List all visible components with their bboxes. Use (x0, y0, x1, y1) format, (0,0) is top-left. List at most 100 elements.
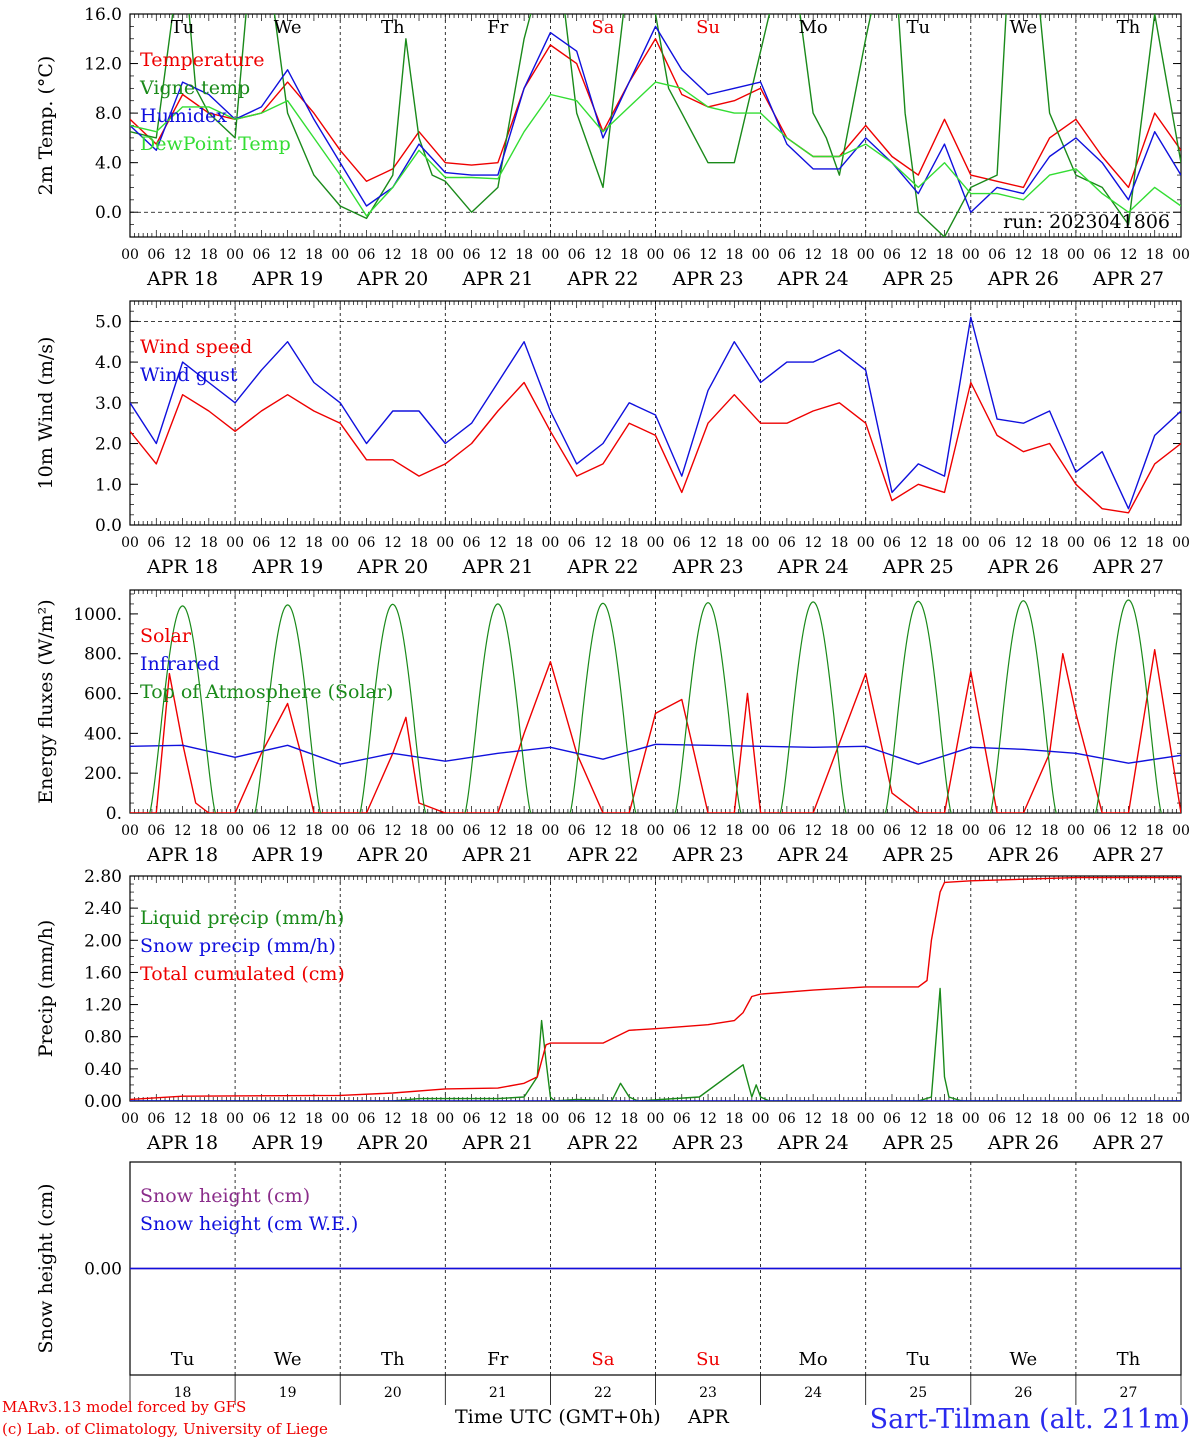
weekday-label: We (274, 17, 302, 38)
date-label: APR 25 (882, 268, 954, 290)
date-label: APR 24 (777, 556, 849, 578)
hour-tick-label: 00 (962, 247, 980, 263)
date-label: APR 20 (356, 1132, 428, 1154)
hour-tick-label: 18 (305, 247, 323, 263)
panel-frame (129, 300, 1182, 526)
y-tick-label: 1.20 (84, 996, 122, 1016)
hour-tick-label: 18 (725, 247, 743, 263)
hour-tick-label: 06 (778, 247, 796, 263)
date-label: APR 26 (987, 268, 1059, 290)
hour-tick-label: 06 (463, 1111, 481, 1127)
hour-tick-label: 00 (962, 535, 980, 551)
y-tick-label: 0.0 (95, 203, 122, 223)
hour-tick-label: 06 (358, 247, 376, 263)
hour-tick-label: 00 (226, 823, 244, 839)
series-line-dewpoint-temp (130, 81, 1181, 217)
weekday-label: We (274, 1349, 302, 1370)
y-tick-label: 1.0 (95, 475, 122, 495)
hour-tick-label: 00 (1172, 535, 1190, 551)
hour-tick-label: 12 (1014, 823, 1032, 839)
hour-tick-label: 00 (121, 247, 139, 263)
weekday-label: Mo (799, 1349, 828, 1370)
hour-tick-label: 06 (883, 247, 901, 263)
hour-tick-label: 00 (857, 823, 875, 839)
hour-tick-label: 00 (541, 535, 559, 551)
hour-tick-label: 00 (121, 823, 139, 839)
hour-tick-label: 12 (1120, 1111, 1138, 1127)
legend-entry: Vigne temp (139, 77, 250, 99)
hour-tick-label: 12 (804, 247, 822, 263)
y-tick-label: 5.0 (95, 312, 122, 332)
y-tick-label: 200. (84, 764, 122, 784)
hour-tick-label: 06 (1093, 823, 1111, 839)
weekday-label: Sa (591, 17, 614, 38)
weekday-label: Mo (799, 17, 828, 38)
hour-tick-label: 00 (436, 823, 454, 839)
hour-tick-label: 18 (200, 1111, 218, 1127)
hour-tick-label: 00 (331, 823, 349, 839)
hour-tick-label: 18 (936, 823, 954, 839)
y-tick-label: 16.0 (84, 5, 122, 25)
hour-tick-label: 06 (673, 823, 691, 839)
hour-tick-label: 12 (489, 247, 507, 263)
hour-tick-label: 06 (358, 823, 376, 839)
hour-tick-label: 12 (1120, 823, 1138, 839)
hour-tick-label: 12 (489, 823, 507, 839)
hour-tick-label: 00 (1067, 247, 1085, 263)
series-line-toa-solar (254, 604, 322, 813)
hour-tick-label: 00 (752, 823, 770, 839)
hour-tick-label: 06 (252, 535, 270, 551)
hour-tick-label: 12 (594, 247, 612, 263)
hour-tick-label: 18 (831, 535, 849, 551)
hour-tick-label: 18 (515, 823, 533, 839)
series-line-toa-solar (779, 601, 847, 813)
day-number-label: 18 (174, 1385, 192, 1401)
legend-entry: Snow precip (mm/h) (140, 935, 336, 957)
hour-tick-label: 18 (1146, 535, 1164, 551)
hour-tick-label: 18 (200, 247, 218, 263)
hour-tick-label: 06 (252, 247, 270, 263)
series-line-solar (130, 649, 1181, 813)
series-line-toa-solar (1095, 599, 1162, 813)
y-tick-label: 800. (84, 645, 122, 665)
hour-tick-label: 06 (147, 1111, 165, 1127)
hour-tick-label: 12 (279, 535, 297, 551)
weekday-label: Fr (487, 1349, 508, 1370)
hour-tick-label: 12 (384, 1111, 402, 1127)
hour-tick-label: 12 (699, 247, 717, 263)
hour-tick-label: 12 (174, 535, 192, 551)
hour-tick-label: 00 (331, 1111, 349, 1127)
weekday-label: We (1010, 17, 1038, 38)
date-label: APR 23 (672, 268, 744, 290)
hour-tick-label: 18 (725, 823, 743, 839)
hour-tick-label: 06 (778, 535, 796, 551)
hour-tick-label: 06 (988, 823, 1006, 839)
hour-tick-label: 18 (1041, 535, 1059, 551)
month-label: APR (687, 1406, 730, 1428)
series-line-toa-solar (149, 605, 216, 813)
hour-tick-label: 18 (620, 823, 638, 839)
y-tick-label: 2.40 (84, 899, 122, 919)
legend-entry: Snow height (cm W.E.) (140, 1213, 358, 1235)
footer-model-line: MARv3.13 model forced by GFS (2, 1398, 246, 1416)
weekday-label: Tu (171, 1349, 195, 1370)
series-line-humidex (130, 25, 1181, 213)
hour-tick-label: 00 (1067, 535, 1085, 551)
y-tick-label: 1000. (73, 605, 122, 625)
day-number-label: 22 (594, 1385, 612, 1401)
hour-tick-label: 00 (962, 823, 980, 839)
legend-entry: Liquid precip (mm/h) (140, 907, 344, 929)
hour-tick-label: 00 (121, 535, 139, 551)
hour-tick-label: 18 (725, 535, 743, 551)
hour-tick-label: 00 (541, 823, 559, 839)
day-number-label: 20 (384, 1385, 402, 1401)
y-tick-label: 0.00 (84, 1092, 122, 1112)
day-number-label: 21 (489, 1385, 507, 1401)
hour-tick-label: 12 (384, 535, 402, 551)
hour-tick-label: 18 (620, 1111, 638, 1127)
hour-tick-label: 18 (725, 1111, 743, 1127)
hour-tick-label: 00 (857, 535, 875, 551)
date-label: APR 21 (461, 556, 533, 578)
legend-entry: Wind gust (140, 364, 238, 386)
hour-tick-label: 12 (489, 1111, 507, 1127)
